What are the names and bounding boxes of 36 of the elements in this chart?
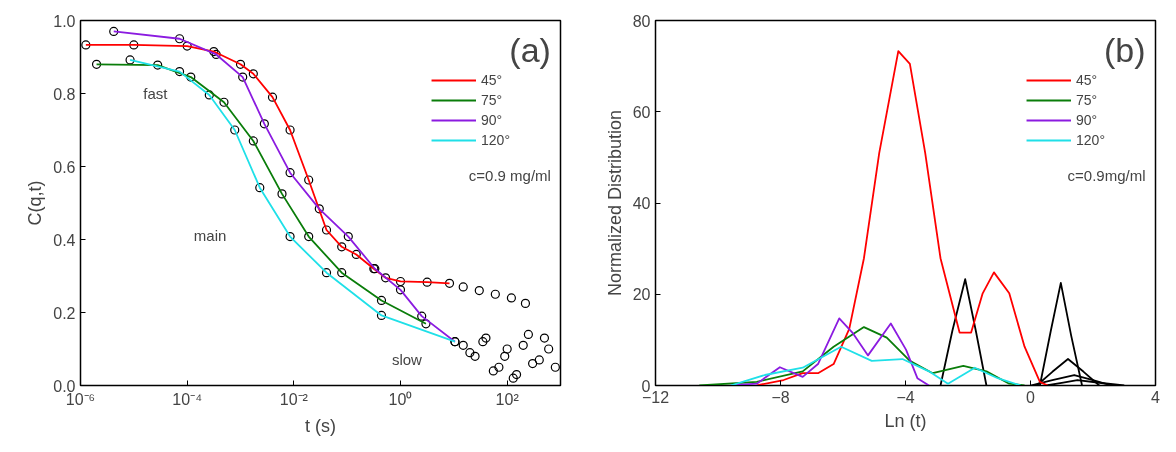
annotation: (b): [1103, 31, 1146, 70]
x-tick-label: −8: [771, 388, 790, 406]
y-tick-label: 40: [632, 195, 651, 212]
y-tick-label: 0.6: [53, 158, 76, 176]
x-tick-label: 10²: [495, 390, 520, 408]
y-tick-label: 0.4: [53, 231, 76, 249]
y-axis-title: Normalized Distribution: [604, 109, 625, 297]
legend-label: 45°: [481, 72, 503, 88]
y-tick-label: 80: [632, 12, 651, 30]
x-tick-label: 4: [1151, 388, 1161, 406]
legend-label: 120°: [1076, 132, 1105, 148]
y-tick-label: 0.8: [53, 85, 76, 103]
y-tick-label: 20: [632, 286, 651, 304]
legend-label: 45°: [1076, 72, 1098, 88]
y-axis-title: C(q,t): [25, 180, 46, 226]
x-tick-label: 10⁰: [388, 390, 413, 408]
x-tick-label: 10⁻⁴: [172, 390, 203, 408]
x-tick-label: −4: [896, 388, 915, 406]
x-tick-label: 0: [1026, 388, 1036, 406]
legend-label: 75°: [1076, 92, 1098, 108]
annotation: c=0.9 mg/ml: [468, 166, 551, 184]
y-tick-label: 1.0: [53, 12, 76, 30]
annotation: slow: [391, 351, 423, 369]
x-tick-label: 10⁻²: [279, 390, 309, 408]
x-axis-title: t (s): [305, 415, 336, 436]
annotation: c=0.9mg/ml: [1067, 166, 1146, 184]
y-tick-label: 0.2: [53, 304, 76, 322]
x-axis-title: Ln (t): [884, 410, 927, 431]
annotation: (a): [509, 31, 551, 70]
legend-label: 75°: [481, 92, 503, 108]
annotation: main: [193, 227, 227, 245]
legend-label: 90°: [1076, 112, 1098, 128]
annotation: fast: [143, 85, 169, 102]
legend-label: 120°: [481, 132, 510, 148]
y-tick-label: 60: [632, 103, 651, 121]
legend-label: 90°: [481, 112, 503, 128]
